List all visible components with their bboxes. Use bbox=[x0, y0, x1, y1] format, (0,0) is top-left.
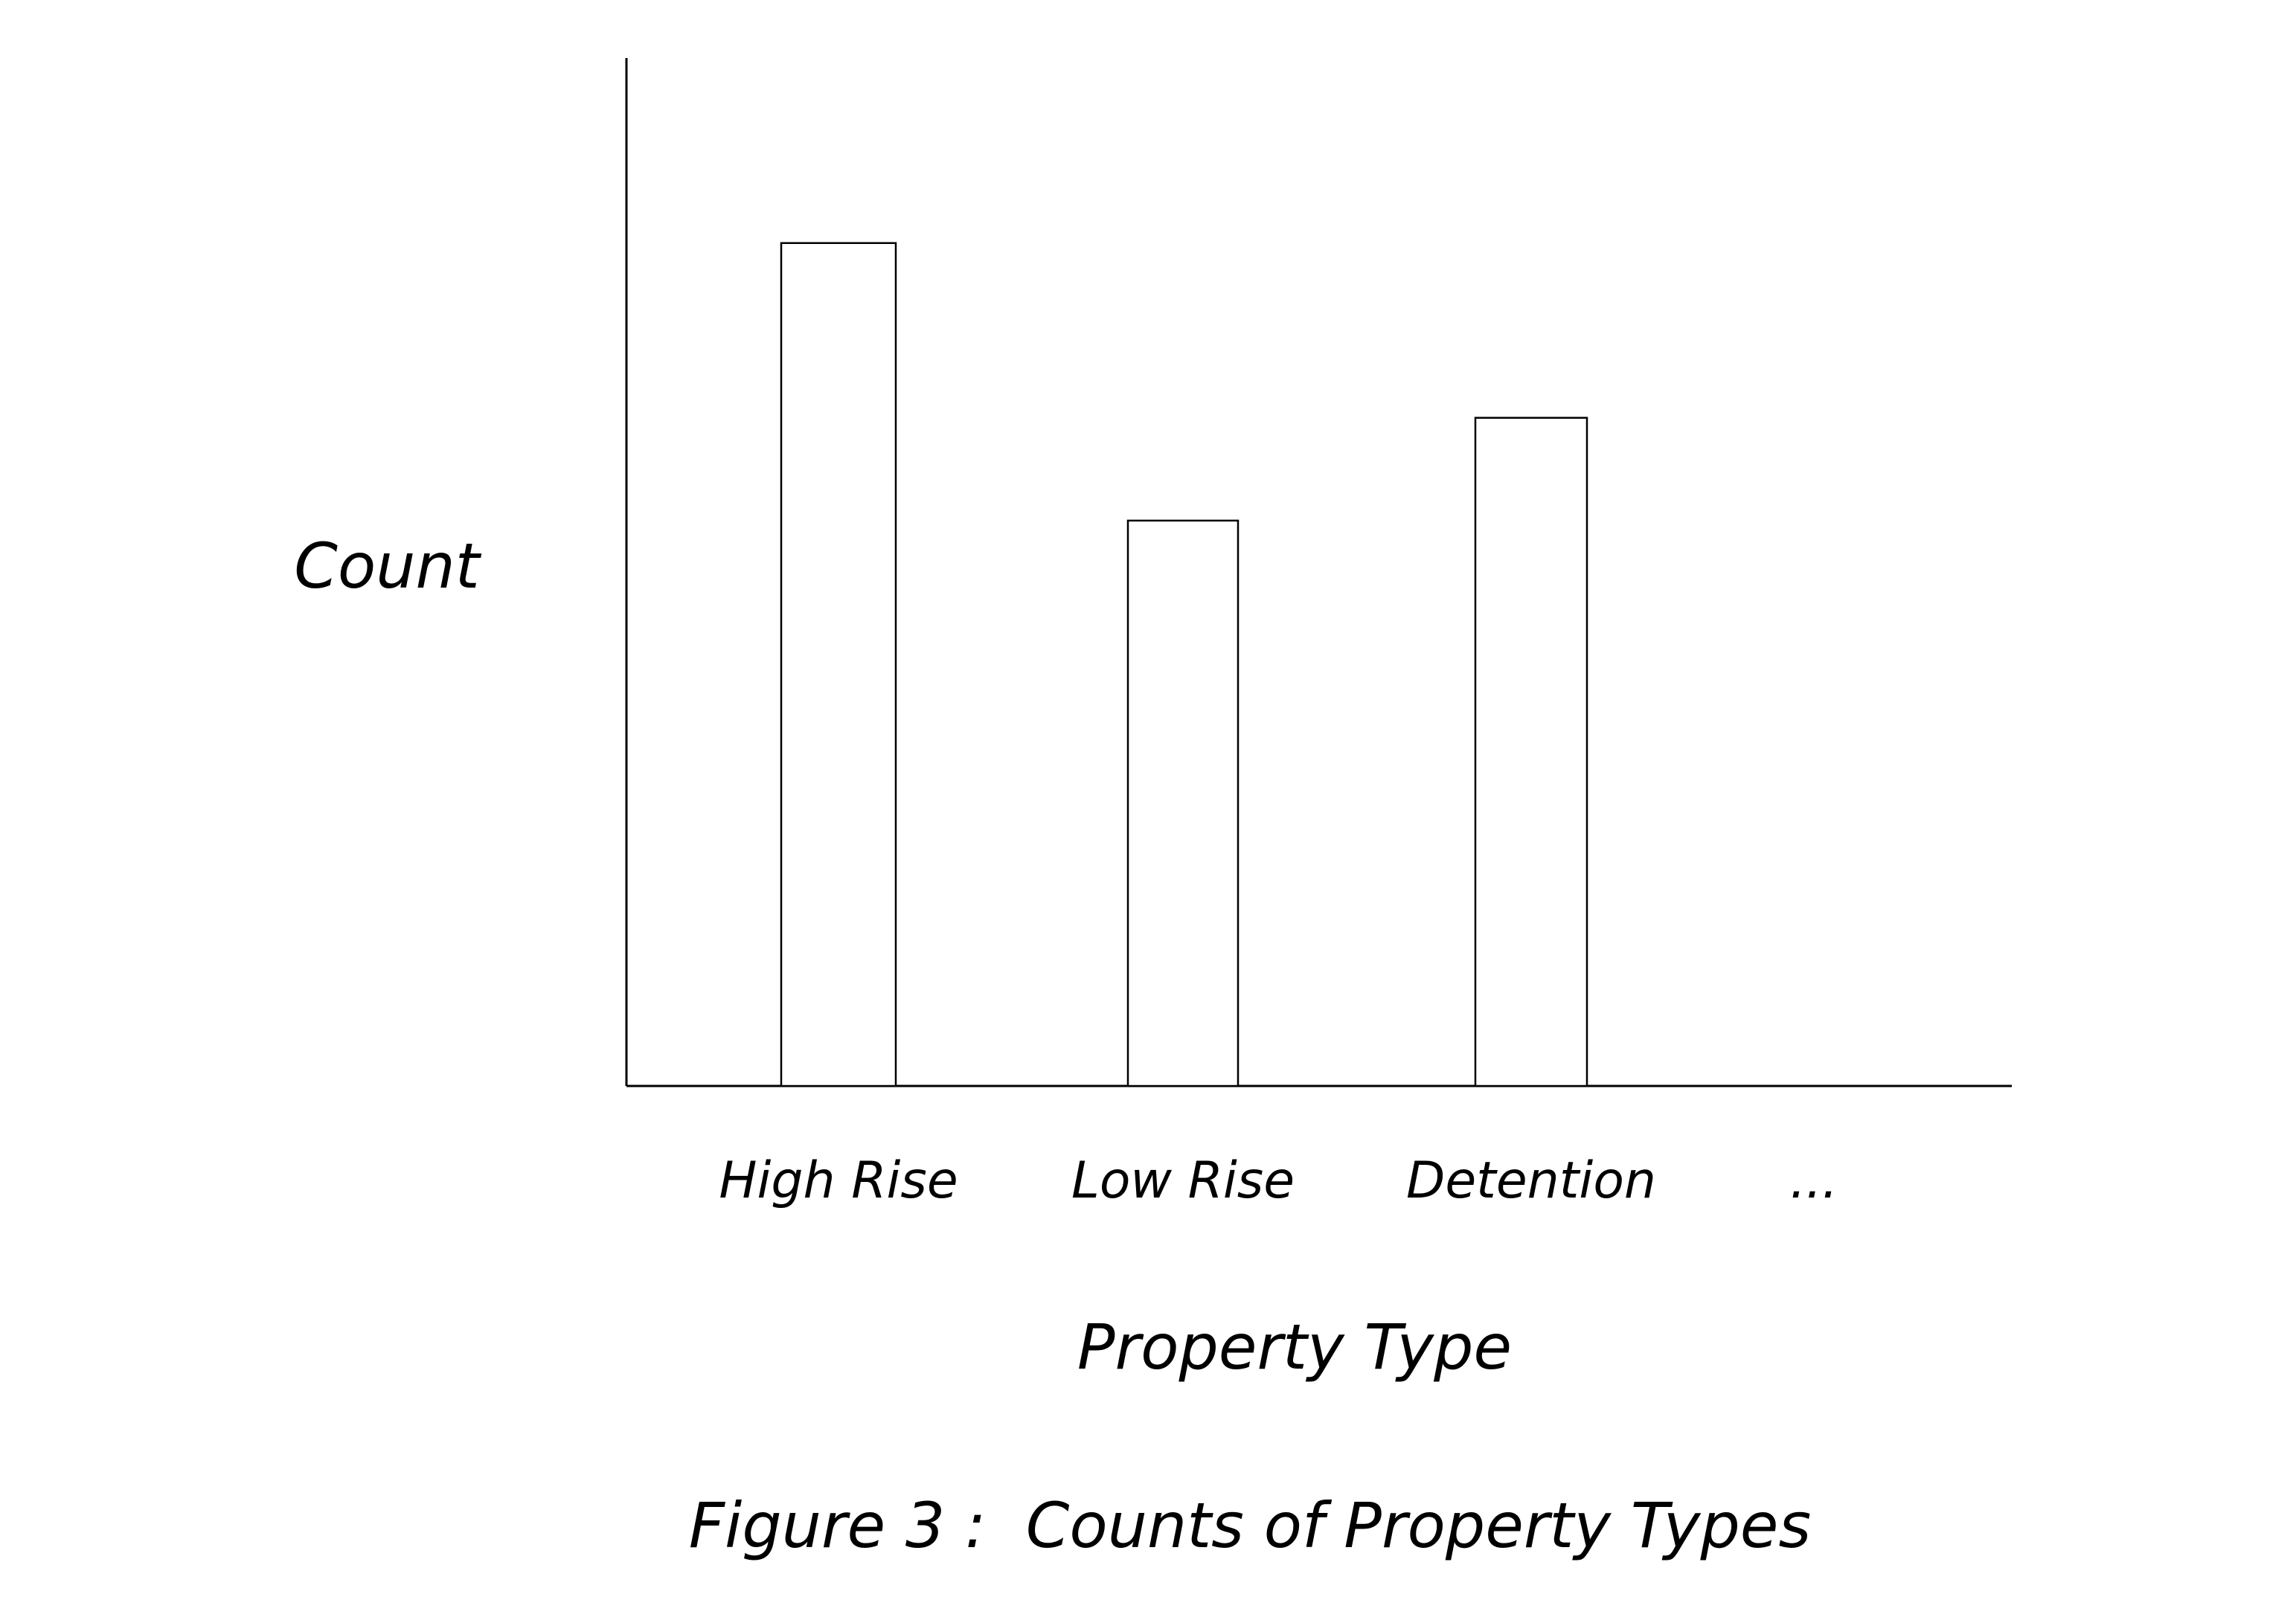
figure-caption: Figure 3 : Counts of Property Types bbox=[689, 1489, 1812, 1562]
x-tick-labels: High Rise Low Rise Detention... bbox=[719, 1151, 1838, 1210]
bar-low-rise bbox=[1126, 519, 1240, 1087]
bar-series bbox=[780, 242, 1588, 1087]
x-tick-label: Detention bbox=[1406, 1151, 1656, 1210]
y-axis-label: Count bbox=[294, 530, 482, 602]
x-tick-label: Low Rise bbox=[1071, 1151, 1295, 1210]
x-axis-label: Property Type bbox=[1077, 1311, 1512, 1383]
bar-detention bbox=[1474, 417, 1588, 1087]
x-tick-label: High Rise bbox=[719, 1151, 958, 1210]
bar-high-rise bbox=[780, 242, 897, 1087]
x-tick-label: ... bbox=[1790, 1151, 1838, 1210]
